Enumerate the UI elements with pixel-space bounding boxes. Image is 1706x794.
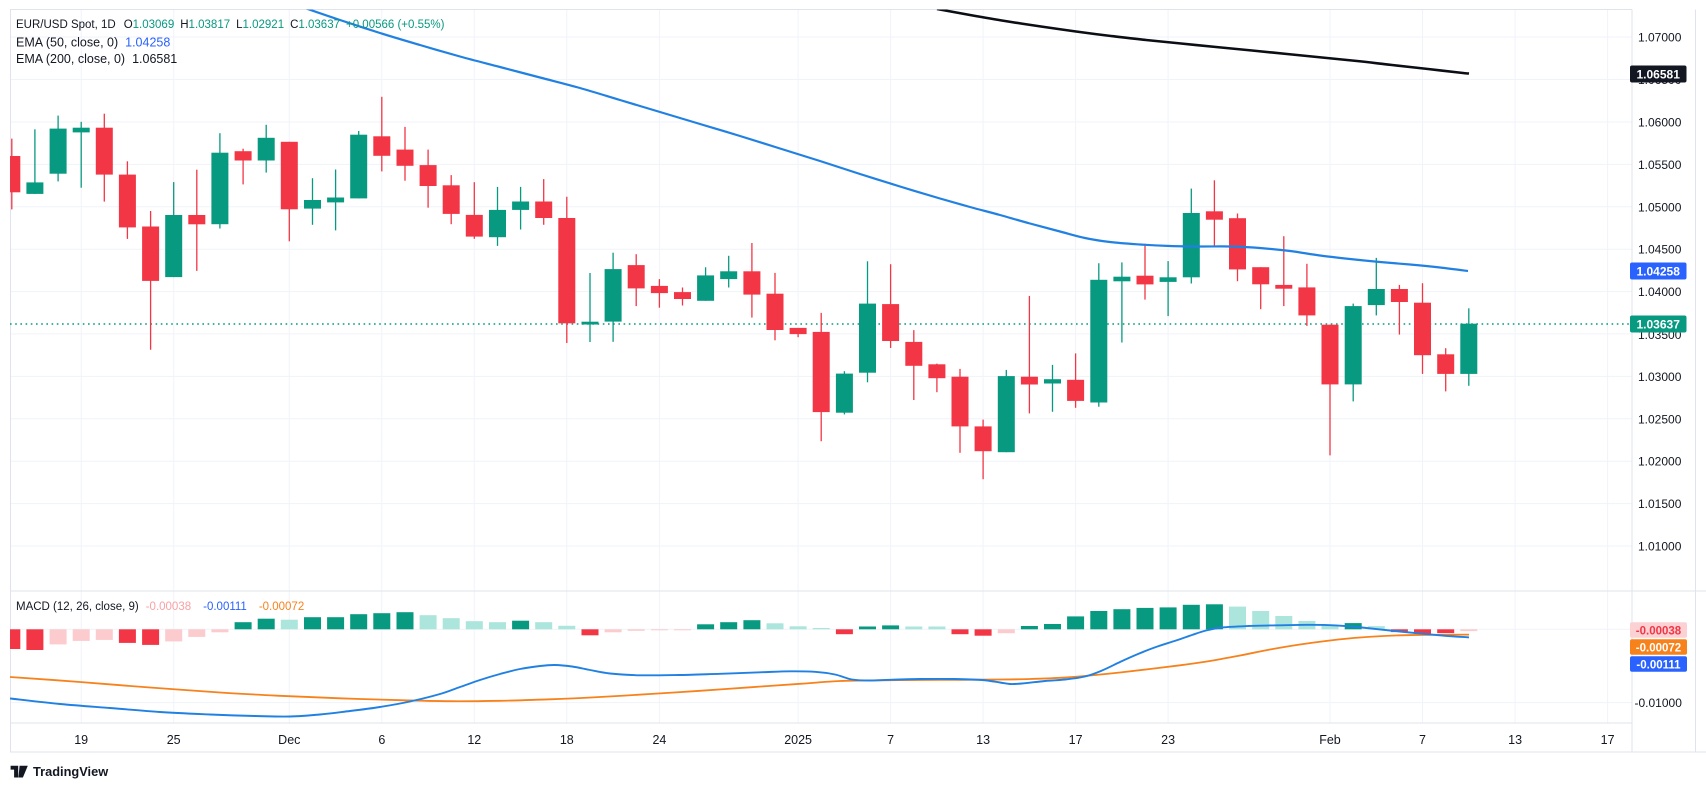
svg-text:1.04500: 1.04500: [1638, 243, 1682, 257]
svg-text:17: 17: [1601, 733, 1615, 747]
svg-text:1.02500: 1.02500: [1638, 412, 1682, 426]
svg-text:1.02000: 1.02000: [1638, 455, 1682, 469]
svg-text:7: 7: [1419, 733, 1426, 747]
svg-text:TradingView: TradingView: [33, 764, 108, 779]
svg-text:-0.00038: -0.00038: [1636, 625, 1682, 637]
svg-text:1.07000: 1.07000: [1638, 31, 1682, 45]
svg-text:1.05500: 1.05500: [1638, 158, 1682, 172]
svg-text:-0.00072: -0.00072: [1636, 642, 1681, 654]
svg-text:Dec: Dec: [278, 733, 300, 747]
svg-text:1.03637: 1.03637: [1637, 317, 1681, 331]
svg-text:MACD (12, 26, close, 9)-0.0003: MACD (12, 26, close, 9) -0.00038 -0.00111-…: [16, 601, 304, 613]
svg-text:13: 13: [976, 733, 990, 747]
svg-text:1.01500: 1.01500: [1638, 497, 1682, 511]
svg-text:1.04000: 1.04000: [1638, 285, 1682, 299]
svg-text:1.05000: 1.05000: [1638, 200, 1682, 214]
svg-text:18: 18: [560, 733, 574, 747]
svg-text:-0.01000: -0.01000: [1635, 696, 1683, 710]
svg-text:12: 12: [467, 733, 481, 747]
svg-text:1.04258: 1.04258: [1637, 264, 1681, 278]
svg-text:13: 13: [1508, 733, 1522, 747]
svg-text:Feb: Feb: [1319, 733, 1341, 747]
svg-text:1.01000: 1.01000: [1638, 540, 1682, 554]
svg-text:23: 23: [1161, 733, 1175, 747]
svg-text:24: 24: [652, 733, 666, 747]
svg-text:-0.00111: -0.00111: [1636, 659, 1681, 671]
svg-text:7: 7: [887, 733, 894, 747]
svg-text:1.06000: 1.06000: [1638, 116, 1682, 130]
svg-text:1.06581: 1.06581: [1637, 67, 1681, 81]
svg-text:17: 17: [1069, 733, 1083, 747]
svg-text:1.03000: 1.03000: [1638, 370, 1682, 384]
svg-text:EMA (50, close, 0)1.04258: EMA (50, close, 0) 1.04258: [16, 36, 170, 50]
svg-text:19: 19: [74, 733, 88, 747]
svg-text:25: 25: [167, 733, 181, 747]
svg-text:2025: 2025: [784, 733, 812, 747]
svg-text:EMA (200, close, 0)1.06581: EMA (200, close, 0) 1.06581: [16, 52, 177, 66]
svg-text:6: 6: [378, 733, 385, 747]
